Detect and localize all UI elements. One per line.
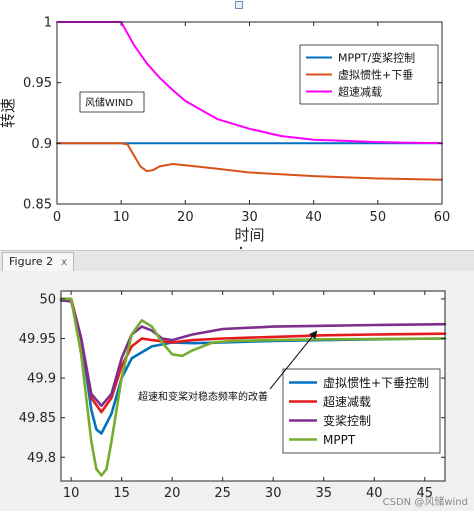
x-tick-label: 20 [177, 210, 194, 225]
chart-frequency: 10 15 20 25 30 35 40 45 49.8 49.85 49.9 49.95 50 虚拟惯性… [19, 290, 447, 501]
series-line-2 [56, 142, 443, 181]
y-tick-label: 0.85 [23, 198, 52, 213]
x-tick-label: 10 [63, 486, 80, 501]
x-tick-label: 30 [241, 210, 258, 225]
y-tick-label: 1 [44, 16, 52, 31]
x-tick-label: 30 [265, 486, 282, 501]
y-tick-label: 49.85 [19, 411, 56, 426]
x-tick-label: 15 [113, 486, 130, 501]
y-tick-label: 50 [39, 292, 56, 307]
x-tick-label: 35 [315, 486, 332, 501]
series-line-4 [59, 297, 447, 477]
figure-tab-bar: Figure 2 x [0, 250, 474, 272]
legend-label: 虚拟惯性+下垂 [338, 67, 413, 81]
legend-label: MPPT [323, 433, 356, 447]
y-axis-label: 转速 [0, 98, 17, 128]
annotation-text: 风储WIND [85, 96, 133, 109]
x-tick-label: 40 [305, 210, 322, 225]
x-tick-label: 60 [434, 210, 451, 225]
axes-box [60, 290, 446, 482]
y-tick-label: 0.95 [23, 76, 52, 91]
annotation-text: 超速和变桨对稳态频率的改善 [138, 390, 268, 403]
x-tick-label: 0 [53, 210, 61, 225]
tab-label: Figure 2 [9, 255, 54, 268]
legend-label: 超速减载 [338, 84, 382, 98]
x-axis-label: 时间 [234, 226, 264, 244]
watermark: CSDN @风储wind [382, 497, 468, 508]
figure-1: 0 10 20 30 40 50 60 0.85 0.9 0.95 1 时间 转速 MPPT/变桨控制 虚拟… [0, 0, 474, 250]
figure-2: 10 15 20 25 30 35 40 45 49.8 49.85 49.9 49.95 50 虚拟惯性… [0, 271, 474, 511]
annotation-box [79, 91, 145, 113]
series-line-3 [56, 21, 443, 145]
y-tick-label: 0.9 [31, 137, 52, 152]
y-tick-label: 49.95 [19, 332, 56, 347]
y-tick-label: 49.8 [27, 451, 56, 466]
legend-label: MPPT/变桨控制 [338, 50, 415, 64]
legend-label: 虚拟惯性+下垂控制 [323, 375, 429, 390]
close-icon[interactable]: x [61, 257, 68, 268]
resize-handle-top[interactable] [235, 1, 243, 9]
legend-label: 变桨控制 [323, 413, 371, 428]
x-tick-label: 45 [417, 486, 434, 501]
y-tick-label: 49.9 [27, 372, 56, 387]
x-tick-label: 20 [164, 486, 181, 501]
series-line-3 [59, 299, 447, 408]
tab-figure-2[interactable]: Figure 2 x [2, 252, 75, 271]
cursor-dot [239, 246, 243, 250]
legend-label: 超速减载 [323, 394, 371, 409]
x-tick-label: 25 [214, 486, 231, 501]
x-tick-label: 50 [370, 210, 387, 225]
x-tick-label: 40 [366, 486, 383, 501]
annotation-arrow [269, 330, 318, 390]
chart-speed: 0 10 20 30 40 50 60 0.85 0.9 0.95 1 时间 转速 MPPT/变桨控制虚拟… [0, 16, 451, 250]
x-tick-label: 10 [113, 210, 130, 225]
